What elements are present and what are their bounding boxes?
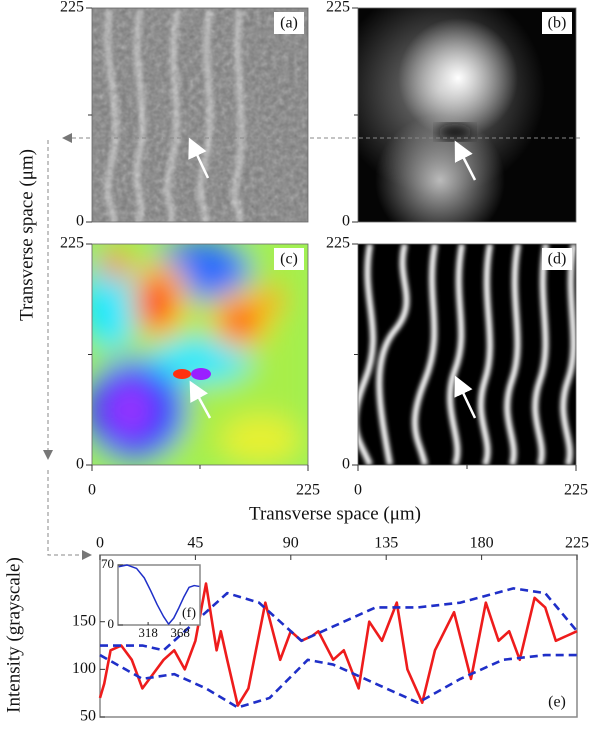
y-tick-label: 225 <box>326 0 350 16</box>
arrow <box>189 380 212 419</box>
arrow <box>188 137 210 179</box>
y-tick-label: 0 <box>342 456 350 473</box>
y-tick-label: 0 <box>342 213 350 230</box>
series-line <box>118 564 200 625</box>
arrow <box>454 375 477 419</box>
y-tick-label: 0 <box>108 616 115 631</box>
series-line <box>99 653 577 709</box>
y-tick-label: 225 <box>326 235 350 252</box>
y-tick-label: 0 <box>76 456 84 473</box>
label-box <box>542 248 572 270</box>
x-tick-label: 225 <box>296 482 320 499</box>
plot-area <box>117 564 201 626</box>
x-tick-label: 135 <box>374 535 398 552</box>
x-tick-label: 225 <box>564 482 588 499</box>
x-tick-label: 318 <box>138 625 158 640</box>
image-a <box>92 8 308 222</box>
panel-label: (a) <box>280 15 298 32</box>
panel-label: (b) <box>548 15 567 32</box>
x-tick-label: 45 <box>187 535 203 552</box>
x-tick-label: 0 <box>354 482 362 499</box>
y-tick-label: 150 <box>72 612 96 629</box>
x-tick-label: 180 <box>470 535 494 552</box>
image-c <box>92 244 308 465</box>
label-box <box>274 248 304 270</box>
y-tick-label: 225 <box>60 235 84 252</box>
arrow <box>454 140 477 181</box>
x-tick-label: 0 <box>96 535 104 552</box>
label-box <box>542 12 572 34</box>
y-axis-label: Intensity (grayscale) <box>3 557 24 713</box>
y-tick-label: 50 <box>80 708 96 725</box>
image-d <box>358 244 576 465</box>
x-tick-label: 0 <box>88 482 96 499</box>
x-axis-label: Transverse space (μm) <box>249 503 421 524</box>
panel-label: (d) <box>548 251 567 268</box>
panel-label: (f) <box>182 606 196 621</box>
image-b <box>358 8 576 222</box>
connector <box>43 133 580 560</box>
x-tick-label: 90 <box>283 535 299 552</box>
y-tick-label: 0 <box>76 213 84 230</box>
y-tick-label: 100 <box>72 660 96 677</box>
panel-label: (c) <box>280 251 298 268</box>
y-tick-label: 225 <box>60 0 84 16</box>
x-tick-label: 368 <box>170 625 190 640</box>
y-tick-label: 70 <box>101 556 114 571</box>
panel-label: (e) <box>548 694 566 711</box>
x-tick-label: 225 <box>565 535 589 552</box>
series-line <box>100 587 578 652</box>
y-axis-label: Transverse space (μm) <box>16 149 37 321</box>
label-box <box>274 12 304 34</box>
